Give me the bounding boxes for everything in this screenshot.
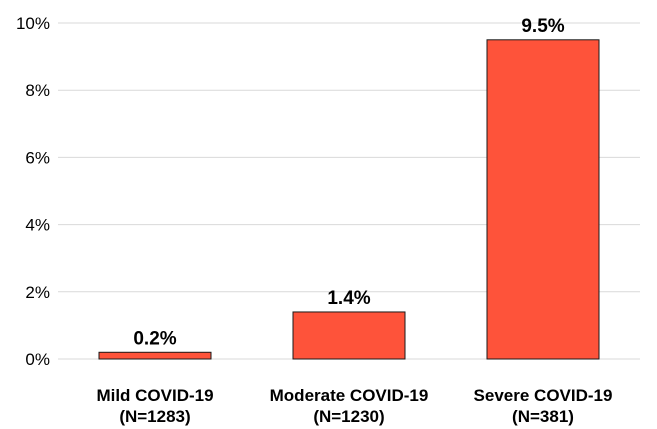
category-sublabel: (N=1283) <box>119 407 190 426</box>
bar-2 <box>486 39 600 360</box>
bars <box>98 39 600 360</box>
y-tick-label: 0% <box>25 350 50 369</box>
bar-0 <box>98 351 212 360</box>
data-labels: 0.2% 1.4% 9.5% <box>133 16 564 349</box>
y-tick-label: 2% <box>25 283 50 302</box>
data-label: 1.4% <box>327 288 370 309</box>
data-label: 9.5% <box>521 16 564 37</box>
y-tick-label: 6% <box>25 148 50 167</box>
x-axis-category-labels: Mild COVID-19 (N=1283) Moderate COVID-19 (N… <box>96 386 612 426</box>
y-axis-tick-labels: 0% 2% 4% 6% 8% 10% <box>16 14 50 369</box>
category-label: Moderate COVID-19 <box>270 386 429 405</box>
y-tick-label: 10% <box>16 14 50 33</box>
bar-1 <box>292 311 406 360</box>
y-tick-label: 4% <box>25 216 50 235</box>
y-tick-label: 8% <box>25 81 50 100</box>
category-label: Severe COVID-19 <box>474 386 613 405</box>
category-label: Mild COVID-19 <box>96 386 213 405</box>
category-sublabel: (N=381) <box>512 407 574 426</box>
category-sublabel: (N=1230) <box>313 407 384 426</box>
data-label: 0.2% <box>133 328 176 349</box>
